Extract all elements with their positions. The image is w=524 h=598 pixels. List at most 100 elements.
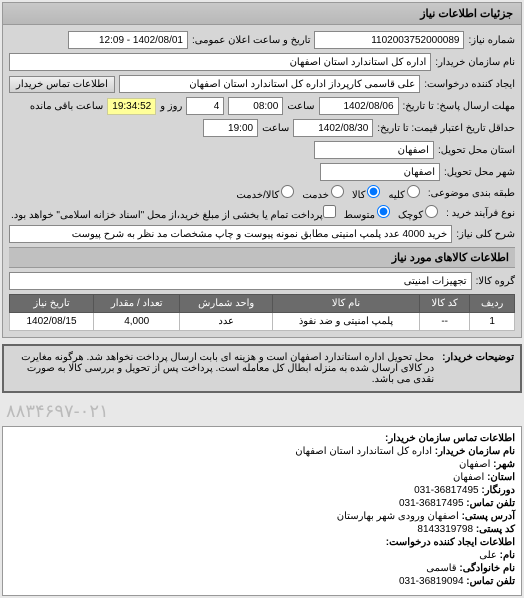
deadline-label: مهلت ارسال پاسخ: تا تاریخ:: [403, 101, 515, 112]
proc-small-option[interactable]: کوچک: [398, 205, 438, 221]
cat-goods-option[interactable]: کالا: [352, 185, 381, 201]
col-name: نام کالا: [272, 295, 419, 313]
cell-code: --: [420, 313, 470, 331]
city-value: اصفهان: [459, 459, 490, 470]
desc-input[interactable]: [9, 225, 452, 243]
goods-table: ردیف کد کالا نام کالا واحد شمارش تعداد /…: [9, 294, 515, 331]
creator-input[interactable]: [119, 75, 420, 93]
name-label: نام:: [500, 550, 515, 561]
address-label: آدرس پستی:: [462, 511, 515, 522]
delivery-province-input[interactable]: [314, 141, 434, 159]
delivery-province-label: استان محل تحویل:: [438, 145, 515, 156]
validity-date-input[interactable]: [293, 119, 373, 137]
row-desc: شرح کلی نیاز:: [9, 225, 515, 243]
contact-button[interactable]: اطلاعات تماس خریدار: [9, 76, 115, 93]
phone-display: ۸۸۳۴۶۹۷-۰۲۱: [0, 399, 524, 424]
validity-label: حداقل تاریخ اعتبار قیمت: تا تاریخ:: [377, 123, 515, 134]
table-row[interactable]: 1 -- پلمپ امنیتی و ضد نفوذ عدد 4,000 140…: [10, 313, 515, 331]
cell-name: پلمپ امنیتی و ضد نفوذ: [272, 313, 419, 331]
goods-section-title: اطلاعات کالاهای مورد نیاز: [9, 247, 515, 268]
creator-label: ایجاد کننده درخواست:: [424, 79, 515, 90]
col-date: تاریخ نیاز: [10, 295, 94, 313]
request-no-label: شماره نیاز:: [468, 35, 515, 46]
cell-unit: عدد: [180, 313, 273, 331]
buyer-input[interactable]: [9, 53, 431, 71]
panel-body: شماره نیاز: تاریخ و ساعت اعلان عمومی: نا…: [3, 25, 521, 337]
cat-all-option[interactable]: کلیه: [388, 185, 419, 201]
org-label: نام سازمان خریدار:: [435, 446, 515, 457]
delivery-city-label: شهر محل تحویل:: [444, 167, 515, 178]
phone-value: 36817495-031: [399, 498, 464, 509]
row-delivery-province: استان محل تحویل:: [9, 141, 515, 159]
contact-title: اطلاعات تماس سازمان خریدار:: [385, 433, 515, 444]
row-process: نوع فرآیند خرید : کوچک متوسط پرداخت تمام…: [9, 205, 515, 221]
time-label-2: ساعت: [262, 123, 289, 134]
province-label: استان:: [487, 472, 515, 483]
time-remaining: 19:34:52: [107, 98, 156, 115]
panel-title: جزئیات اطلاعات نیاز: [3, 3, 521, 25]
contact-block: اطلاعات تماس سازمان خریدار: نام سازمان خ…: [2, 426, 522, 596]
delivery-city-input[interactable]: [320, 163, 440, 181]
time-label-1: ساعت: [287, 101, 314, 112]
proc-medium-radio[interactable]: [377, 205, 390, 218]
main-panel: جزئیات اطلاعات نیاز شماره نیاز: تاریخ و …: [2, 2, 522, 338]
row-category: طبقه بندی موضوعی: کلیه کالا خدمت کالا/خد…: [9, 185, 515, 201]
col-row: ردیف: [470, 295, 515, 313]
table-header-row: ردیف کد کالا نام کالا واحد شمارش تعداد /…: [10, 295, 515, 313]
creator-phone-value: 36819094-031: [399, 576, 464, 587]
announce-input[interactable]: [68, 31, 188, 49]
row-delivery-city: شهر محل تحویل:: [9, 163, 515, 181]
city-label: شهر:: [493, 459, 515, 470]
phone-label: تلفن تماس:: [466, 498, 515, 509]
postal-label: کد پستی:: [476, 524, 515, 535]
days-left-label: روز و: [160, 101, 182, 112]
validity-time-input[interactable]: [203, 119, 258, 137]
cat-goods-radio[interactable]: [367, 185, 380, 198]
row-goods-group: گروه کالا:: [9, 272, 515, 290]
deadline-time-input[interactable]: [228, 97, 283, 115]
category-label: طبقه بندی موضوعی:: [428, 188, 515, 199]
cell-date: 1402/08/15: [10, 313, 94, 331]
proc-partial-checkbox[interactable]: [323, 205, 336, 218]
row-deadline: مهلت ارسال پاسخ: تا تاریخ: ساعت روز و 19…: [9, 97, 515, 115]
fax-value: 36817495-031: [414, 485, 479, 496]
family-label: نام خانوادگی:: [459, 563, 515, 574]
note-box: توضیحات خریدار: محل تحویل اداره استاندار…: [2, 344, 522, 393]
remaining-label: ساعت باقی مانده: [30, 101, 103, 112]
note-label: توضیحات خریدار:: [442, 352, 514, 385]
goods-group-input[interactable]: [9, 272, 472, 290]
proc-small-radio[interactable]: [425, 205, 438, 218]
creator-title: اطلاعات ایجاد کننده درخواست:: [386, 537, 515, 548]
goods-group-label: گروه کالا:: [476, 276, 515, 287]
deadline-date-input[interactable]: [319, 97, 399, 115]
province-value: اصفهان: [453, 472, 484, 483]
cell-row: 1: [470, 313, 515, 331]
address-value: اصفهان ورودی شهر بهارستان: [337, 511, 459, 522]
cat-service-radio[interactable]: [331, 185, 344, 198]
cat-goods-service-radio[interactable]: [281, 185, 294, 198]
org-value: اداره کل استاندارد استان اصفهان: [295, 446, 432, 457]
creator-phone-label: تلفن تماس:: [466, 576, 515, 587]
row-request-no: شماره نیاز: تاریخ و ساعت اعلان عمومی:: [9, 31, 515, 49]
row-creator: ایجاد کننده درخواست: اطلاعات تماس خریدار: [9, 75, 515, 93]
row-validity: حداقل تاریخ اعتبار قیمت: تا تاریخ: ساعت: [9, 119, 515, 137]
days-left-input: [186, 97, 224, 115]
col-qty: تعداد / مقدار: [94, 295, 180, 313]
postal-value: 8143319798: [417, 524, 473, 535]
fax-label: دورنگار:: [481, 485, 515, 496]
cat-all-radio[interactable]: [407, 185, 420, 198]
proc-medium-option[interactable]: متوسط: [344, 205, 390, 221]
name-value: علی: [479, 550, 497, 561]
desc-label: شرح کلی نیاز:: [456, 229, 515, 240]
proc-partial-option[interactable]: پرداخت تمام یا بخشی از مبلغ خرید،از محل …: [11, 205, 336, 221]
note-text: محل تحویل اداره استاندارد اصفهان است و ه…: [10, 352, 434, 385]
buyer-label: نام سازمان خریدار:: [435, 57, 515, 68]
col-unit: واحد شمارش: [180, 295, 273, 313]
col-code: کد کالا: [420, 295, 470, 313]
cat-service-option[interactable]: خدمت: [302, 185, 344, 201]
request-no-input[interactable]: [314, 31, 464, 49]
announce-label: تاریخ و ساعت اعلان عمومی:: [192, 35, 311, 46]
cat-goods-service-option[interactable]: کالا/خدمت: [236, 185, 294, 201]
process-label: نوع فرآیند خرید :: [446, 208, 515, 219]
cell-qty: 4,000: [94, 313, 180, 331]
